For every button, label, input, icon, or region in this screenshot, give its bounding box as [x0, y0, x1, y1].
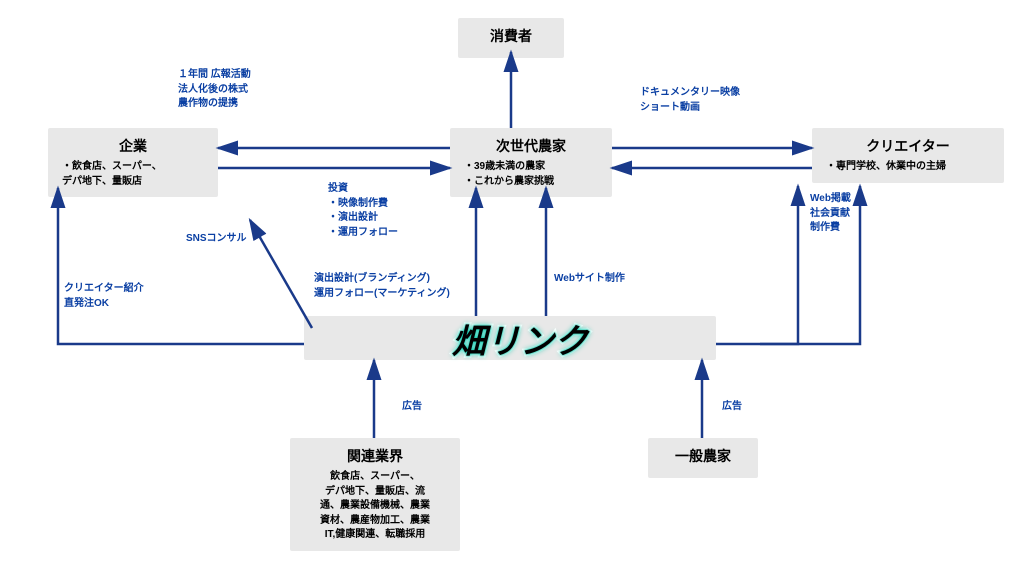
- node-creator: クリエイター ・専門学校、休業中の主婦: [812, 128, 1004, 183]
- node-consumer: 消費者: [458, 18, 564, 58]
- label-investment: 投資・映像制作費・演出設計・運用フォロー: [328, 182, 398, 240]
- arrow-layer: [0, 0, 1024, 576]
- label-creator-intro: クリエイター紹介直発注OK: [64, 282, 144, 311]
- node-farmer-next: 次世代農家 ・39歳未満の農家・これから農家挑戦: [450, 128, 612, 197]
- node-sub: ・飲食店、スーパー、デパ地下、量販店: [62, 160, 204, 189]
- label-ad-1: 広告: [402, 400, 422, 415]
- node-farmer-gen: 一般農家: [648, 438, 758, 478]
- node-title: 企業: [62, 136, 204, 156]
- label-sns: SNSコンサル: [186, 232, 247, 247]
- node-title: 消費者: [472, 26, 550, 46]
- label-pr: １年間 広報活動法人化後の株式農作物の提携: [178, 68, 251, 112]
- node-sub: ・39歳未満の農家・これから農家挑戦: [464, 160, 598, 189]
- brand-logo: 畑リンク: [452, 314, 588, 363]
- node-title: 関連業界: [304, 446, 446, 466]
- label-website: Webサイト制作: [554, 272, 625, 287]
- node-title: 次世代農家: [464, 136, 598, 156]
- node-sub: 飲食店、スーパー、デパ地下、量販店、流通、農業設備機械、農業資材、農産物加工、農…: [304, 470, 446, 543]
- node-related: 関連業界 飲食店、スーパー、デパ地下、量販店、流通、農業設備機械、農業資材、農産…: [290, 438, 460, 551]
- node-title: クリエイター: [826, 136, 990, 156]
- label-branding: 演出設計(ブランディング)運用フォロー(マーケティング): [314, 272, 450, 301]
- node-title: 一般農家: [662, 446, 744, 466]
- label-documentary: ドキュメンタリー映像ショート動画: [640, 86, 740, 115]
- label-ad-2: 広告: [722, 400, 742, 415]
- label-web-publish: Web掲載社会貢献制作費: [810, 192, 851, 236]
- node-sub: ・専門学校、休業中の主婦: [826, 160, 990, 175]
- node-company: 企業 ・飲食店、スーパー、デパ地下、量販店: [48, 128, 218, 197]
